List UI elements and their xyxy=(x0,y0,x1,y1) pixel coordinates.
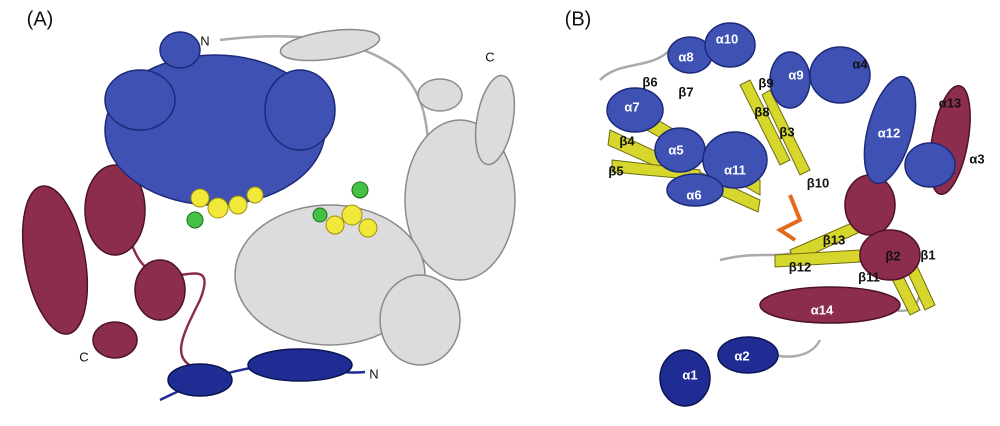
helix xyxy=(264,69,336,151)
helix xyxy=(844,174,896,236)
helix xyxy=(702,131,768,189)
helix xyxy=(759,286,901,324)
loop xyxy=(599,49,922,358)
strand-label: β2 xyxy=(885,248,900,263)
helix-label: α14 xyxy=(811,302,834,317)
helix xyxy=(904,142,956,188)
strand-label: β8 xyxy=(754,104,769,119)
helix xyxy=(704,22,756,68)
helix-label: α10 xyxy=(716,31,738,46)
strand xyxy=(774,249,861,268)
ligand xyxy=(325,215,345,235)
helix-label: α2 xyxy=(734,348,749,363)
sheet xyxy=(134,259,186,321)
strand-label: β4 xyxy=(619,133,635,148)
ligand xyxy=(190,188,210,208)
strand-label: β9 xyxy=(758,75,773,90)
helix-label: α7 xyxy=(624,99,639,114)
helix xyxy=(21,185,89,335)
helix xyxy=(859,229,921,281)
strand-label: β12 xyxy=(789,259,811,274)
helix xyxy=(417,78,463,112)
helix xyxy=(167,363,233,397)
helix-label: α4 xyxy=(852,56,868,71)
helix xyxy=(809,46,871,104)
ligand xyxy=(207,197,229,219)
panel-a-structure xyxy=(21,28,516,402)
helix xyxy=(159,31,201,69)
strand xyxy=(761,89,811,176)
strand-label: β5 xyxy=(608,163,623,178)
helix-label: α6 xyxy=(686,187,701,202)
ligand xyxy=(358,218,378,238)
strand-label: β13 xyxy=(823,232,845,247)
panel-b-structure xyxy=(599,22,971,407)
helix xyxy=(84,164,146,256)
terminus-label: C xyxy=(485,49,494,64)
helix-label: α12 xyxy=(878,125,900,140)
ligand xyxy=(351,181,369,199)
strand xyxy=(739,79,791,166)
helix xyxy=(717,336,779,374)
ligand xyxy=(341,204,363,226)
helix-label: α3 xyxy=(969,151,984,166)
helix xyxy=(606,87,664,133)
helix-label: α5 xyxy=(668,142,683,157)
terminus-label: N xyxy=(200,33,209,48)
panel-label: (A) xyxy=(27,8,54,30)
terminus-label: C xyxy=(79,349,88,364)
helix xyxy=(92,321,138,359)
helix-label: α9 xyxy=(788,67,803,82)
strand-label: β11 xyxy=(858,269,880,284)
helix xyxy=(379,274,461,366)
panel-label: (B) xyxy=(565,8,592,30)
strand-label: β10 xyxy=(807,175,829,190)
ligand xyxy=(246,186,264,204)
helix xyxy=(863,75,917,185)
ligand xyxy=(312,207,328,223)
helix-label: α13 xyxy=(939,95,961,110)
strand-label: β1 xyxy=(920,247,935,262)
helix xyxy=(279,28,381,62)
ligand xyxy=(186,211,204,229)
helix-label: α8 xyxy=(678,49,693,64)
ligand xyxy=(776,194,803,242)
terminus-label: N xyxy=(369,366,378,381)
helix xyxy=(666,173,724,207)
helix-label: α11 xyxy=(724,162,746,177)
strand-label: β6 xyxy=(642,74,657,89)
strand-label: β3 xyxy=(779,124,794,139)
helix xyxy=(659,349,711,407)
helix-label: α1 xyxy=(682,367,697,382)
helix xyxy=(104,69,176,131)
helix xyxy=(474,74,516,166)
strand-label: β7 xyxy=(678,84,693,99)
helix xyxy=(247,348,353,382)
ligand xyxy=(228,195,248,215)
